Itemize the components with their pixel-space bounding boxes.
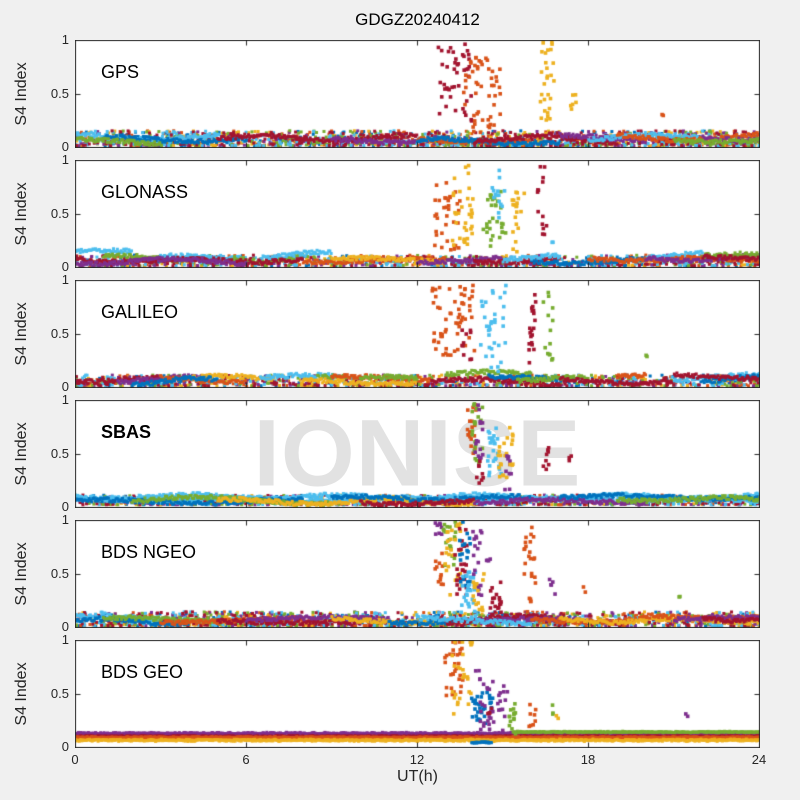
y-tick-label: 1	[61, 392, 69, 407]
scatter-canvas-bds-ngeo	[75, 520, 760, 628]
panel-galileo: GALILEO	[75, 280, 760, 388]
x-tick-label: 24	[751, 752, 767, 767]
y-tick-label: 0.5	[50, 325, 69, 341]
x-tick-label: 12	[409, 752, 425, 767]
y-tick-label: 1	[61, 272, 69, 287]
scatter-canvas-bds-geo	[75, 640, 760, 748]
y-tick-label: 0.5	[50, 85, 69, 101]
scatter-canvas-glonass	[75, 160, 760, 268]
x-axis-label: UT(h)	[397, 768, 438, 785]
y-tick-label: 0	[61, 499, 69, 514]
chart-title: GDGZ20240412	[355, 10, 480, 29]
y-axis-label: S4 Index	[13, 62, 30, 126]
y-tick-label: 0.5	[50, 685, 69, 701]
y-tick-label: 1	[61, 632, 69, 647]
panel-glonass: GLONASS	[75, 160, 760, 268]
panel-gps: GPS	[75, 40, 760, 148]
panel-label-bds-geo: BDS GEO	[101, 662, 184, 682]
x-tick-label: 0	[71, 752, 79, 767]
y-tick-label: 0	[61, 379, 69, 394]
y-tick-label: 1	[61, 32, 69, 47]
scatter-canvas-sbas	[75, 400, 760, 508]
x-tick-label: 18	[580, 752, 596, 767]
panel-bds-ngeo: BDS NGEO	[75, 520, 760, 628]
panel-bds-geo: BDS GEO	[75, 640, 760, 748]
y-axis-label: S4 Index	[13, 302, 30, 366]
y-tick-label: 0	[61, 139, 69, 154]
panel-label-bds-ngeo: BDS NGEO	[101, 542, 197, 562]
panel-sbas: IONISESBAS	[75, 400, 760, 508]
y-tick-label: 0.5	[50, 445, 69, 461]
y-tick-label: 0	[61, 259, 69, 274]
y-axis-label: S4 Index	[13, 662, 30, 726]
y-axis-label: S4 Index	[13, 422, 30, 486]
y-tick-label: 0	[61, 619, 69, 634]
panel-label-sbas: SBAS	[101, 422, 152, 442]
y-tick-label: 0	[61, 739, 69, 754]
y-tick-label: 0.5	[50, 205, 69, 221]
y-axis-label: S4 Index	[13, 542, 30, 606]
y-axis-label: S4 Index	[13, 182, 30, 246]
x-tick-label: 6	[242, 752, 250, 767]
y-tick-label: 1	[61, 512, 69, 527]
panel-label-glonass: GLONASS	[101, 182, 189, 202]
y-tick-label: 0.5	[50, 565, 69, 581]
panel-label-gps: GPS	[101, 62, 140, 82]
panel-label-galileo: GALILEO	[101, 302, 179, 322]
y-tick-label: 1	[61, 152, 69, 167]
scatter-canvas-gps	[75, 40, 760, 148]
scatter-canvas-galileo	[75, 280, 760, 388]
